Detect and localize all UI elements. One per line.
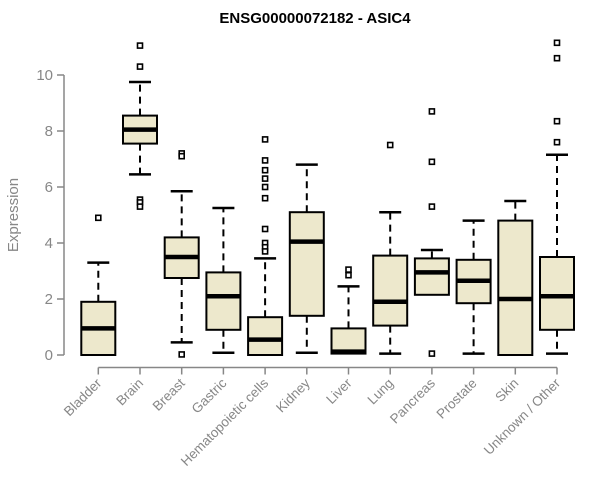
x-tick-label: Skin: [492, 376, 521, 405]
plot-area: 0 2 4 6 8 10 Bladder Brain Breast GastricHematopo…: [36, 39, 575, 469]
boxplot-lung: [372, 141, 409, 355]
boxplot-skin: [497, 199, 534, 356]
x-tick-label: Pancreas: [387, 375, 438, 426]
boxplot-prostate: [455, 219, 492, 355]
x-tick-label: Breast: [150, 375, 188, 413]
y-tick-label: 2: [45, 291, 53, 308]
outlier-point: [428, 158, 436, 166]
y-tick-label: 8: [45, 123, 53, 140]
outlier-point: [136, 63, 144, 70]
outlier-point: [136, 42, 144, 49]
x-tick-label: Lung: [364, 376, 396, 408]
y-tick-label: 0: [45, 347, 53, 364]
boxplot-kidney: [288, 163, 325, 355]
outlier-point: [261, 157, 269, 164]
outlier-point: [553, 39, 561, 47]
boxplot-breast: [163, 150, 200, 358]
outlier-point: [261, 194, 269, 202]
x-tick-label: Prostate: [434, 376, 480, 422]
outlier-point: [261, 225, 269, 233]
box-iqr: [372, 254, 409, 327]
boxplot-liver: [330, 266, 367, 355]
x-tick-label: Liver: [323, 375, 355, 407]
outlier-point: [428, 350, 436, 357]
box-iqr: [539, 256, 575, 331]
box-iqr: [288, 211, 325, 317]
boxplot-pancreas: [413, 108, 450, 357]
outlier-point: [261, 166, 269, 174]
outlier-point: [261, 248, 269, 255]
outlier-point: [553, 117, 561, 125]
x-tick-label: Brain: [113, 376, 146, 409]
boxplot-unknown-other: [539, 39, 575, 355]
outlier-point: [95, 214, 102, 222]
y-axis-label: Expression: [5, 178, 22, 252]
outlier-point: [553, 138, 561, 146]
outlier-point: [178, 152, 185, 160]
x-tick-label: Bladder: [61, 375, 105, 419]
outlier-point: [261, 183, 269, 191]
y-tick-label: 4: [45, 235, 53, 252]
x-tick-label: Kidney: [273, 375, 313, 415]
outlier-point: [136, 203, 144, 210]
outlier-point: [428, 108, 436, 115]
outlier-point: [345, 266, 352, 273]
box-iqr: [205, 271, 242, 331]
boxplot-brain: [122, 42, 158, 210]
box-iqr: [497, 219, 534, 356]
y-axis: 0 2 4 6 8 10: [36, 67, 65, 364]
x-tick-label: Gastric: [189, 375, 230, 416]
y-tick-label: 6: [45, 179, 53, 196]
outlier-point: [345, 271, 352, 279]
outlier-point: [261, 136, 269, 143]
boxplot-gastric: [205, 206, 242, 355]
outlier-point: [386, 141, 394, 149]
box-iqr: [413, 257, 450, 296]
outlier-point: [553, 54, 561, 62]
outlier-point: [178, 351, 185, 358]
boxplot-bladder: [80, 214, 117, 356]
y-tick-label: 10: [36, 67, 53, 84]
boxplot-hematopoietic-cells: [247, 136, 284, 357]
x-tick-label: Unknown / Other: [481, 375, 564, 458]
chart-title: ENSG00000072182 - ASIC4: [219, 10, 411, 27]
outlier-point: [428, 203, 436, 210]
outlier-point: [261, 175, 269, 182]
box-iqr: [247, 316, 284, 357]
